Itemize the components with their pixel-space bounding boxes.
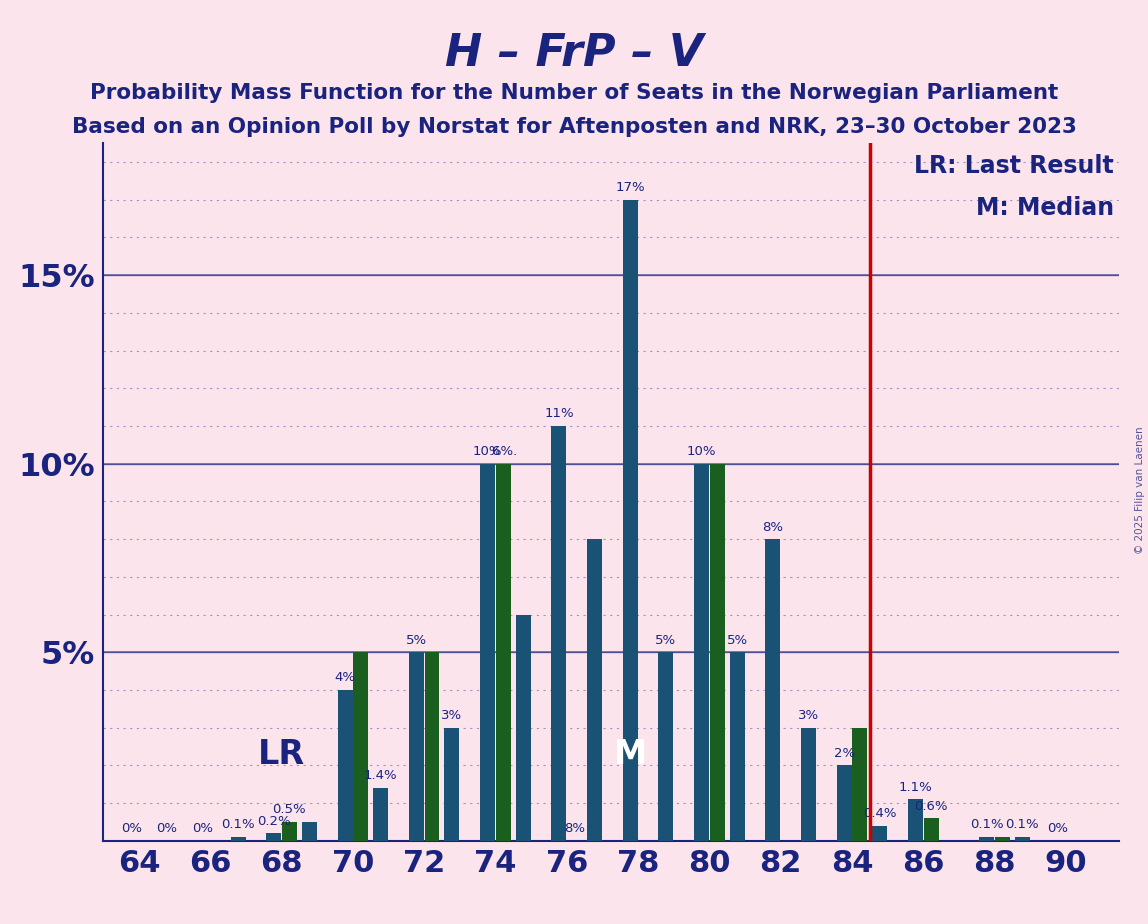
Text: 5%: 5% [727, 634, 747, 647]
Bar [587, 540, 602, 841]
Bar [515, 614, 530, 841]
Text: LR: Last Result: LR: Last Result [915, 153, 1115, 177]
Bar [766, 540, 781, 841]
Text: 0%: 0% [121, 822, 141, 835]
Text: 1.1%: 1.1% [899, 781, 932, 794]
Text: M: Median: M: Median [976, 196, 1115, 220]
Bar [551, 426, 566, 841]
Text: 0.1%: 0.1% [1006, 819, 1039, 832]
Text: LR: LR [258, 737, 305, 771]
Bar [409, 652, 424, 841]
Text: 10%: 10% [473, 445, 503, 458]
Text: 3%: 3% [441, 709, 463, 722]
Bar [852, 728, 867, 841]
Bar [908, 799, 923, 841]
Bar [709, 464, 724, 841]
Text: Probability Mass Function for the Number of Seats in the Norwegian Parliament: Probability Mass Function for the Number… [90, 83, 1058, 103]
Bar [496, 464, 511, 841]
Text: 8%: 8% [762, 520, 783, 533]
Text: 5%: 5% [405, 634, 427, 647]
Text: 4%: 4% [334, 672, 356, 685]
Bar [373, 788, 388, 841]
Bar [444, 728, 459, 841]
Text: 0%: 0% [156, 822, 177, 835]
Bar [480, 464, 495, 841]
Text: 10%: 10% [687, 445, 716, 458]
Text: 0.6%: 0.6% [914, 799, 948, 812]
Bar [979, 837, 994, 841]
Text: 8%: 8% [564, 822, 585, 835]
Bar [622, 200, 637, 841]
Text: 17%: 17% [615, 181, 645, 194]
Text: 1.4%: 1.4% [364, 770, 397, 783]
Text: 0.4%: 0.4% [863, 807, 897, 821]
Text: 5%: 5% [656, 634, 676, 647]
Bar [302, 822, 317, 841]
Bar [924, 819, 939, 841]
Text: 0%: 0% [192, 822, 212, 835]
Bar [354, 652, 369, 841]
Text: H – FrP – V: H – FrP – V [444, 32, 704, 76]
Bar [995, 837, 1010, 841]
Text: M: M [613, 737, 646, 771]
Text: Based on an Opinion Poll by Norstat for Aftenposten and NRK, 23–30 October 2023: Based on an Opinion Poll by Norstat for … [71, 117, 1077, 138]
Bar [266, 833, 281, 841]
Text: 0.1%: 0.1% [970, 819, 1003, 832]
Bar [801, 728, 816, 841]
Text: 2%: 2% [833, 747, 854, 760]
Text: 3%: 3% [798, 709, 819, 722]
Bar [872, 826, 887, 841]
Bar [1015, 837, 1030, 841]
Bar [282, 822, 297, 841]
Text: .6%.: .6%. [489, 445, 518, 458]
Bar [730, 652, 745, 841]
Bar [425, 652, 440, 841]
Bar [695, 464, 709, 841]
Bar [658, 652, 674, 841]
Text: 0.1%: 0.1% [222, 819, 255, 832]
Text: 0.2%: 0.2% [257, 815, 290, 828]
Bar [231, 837, 246, 841]
Text: © 2025 Filip van Laenen: © 2025 Filip van Laenen [1135, 426, 1145, 553]
Text: 0%: 0% [1047, 822, 1069, 835]
Text: 11%: 11% [544, 407, 574, 420]
Bar [837, 765, 852, 841]
Bar [338, 690, 352, 841]
Text: 0.5%: 0.5% [272, 803, 307, 816]
